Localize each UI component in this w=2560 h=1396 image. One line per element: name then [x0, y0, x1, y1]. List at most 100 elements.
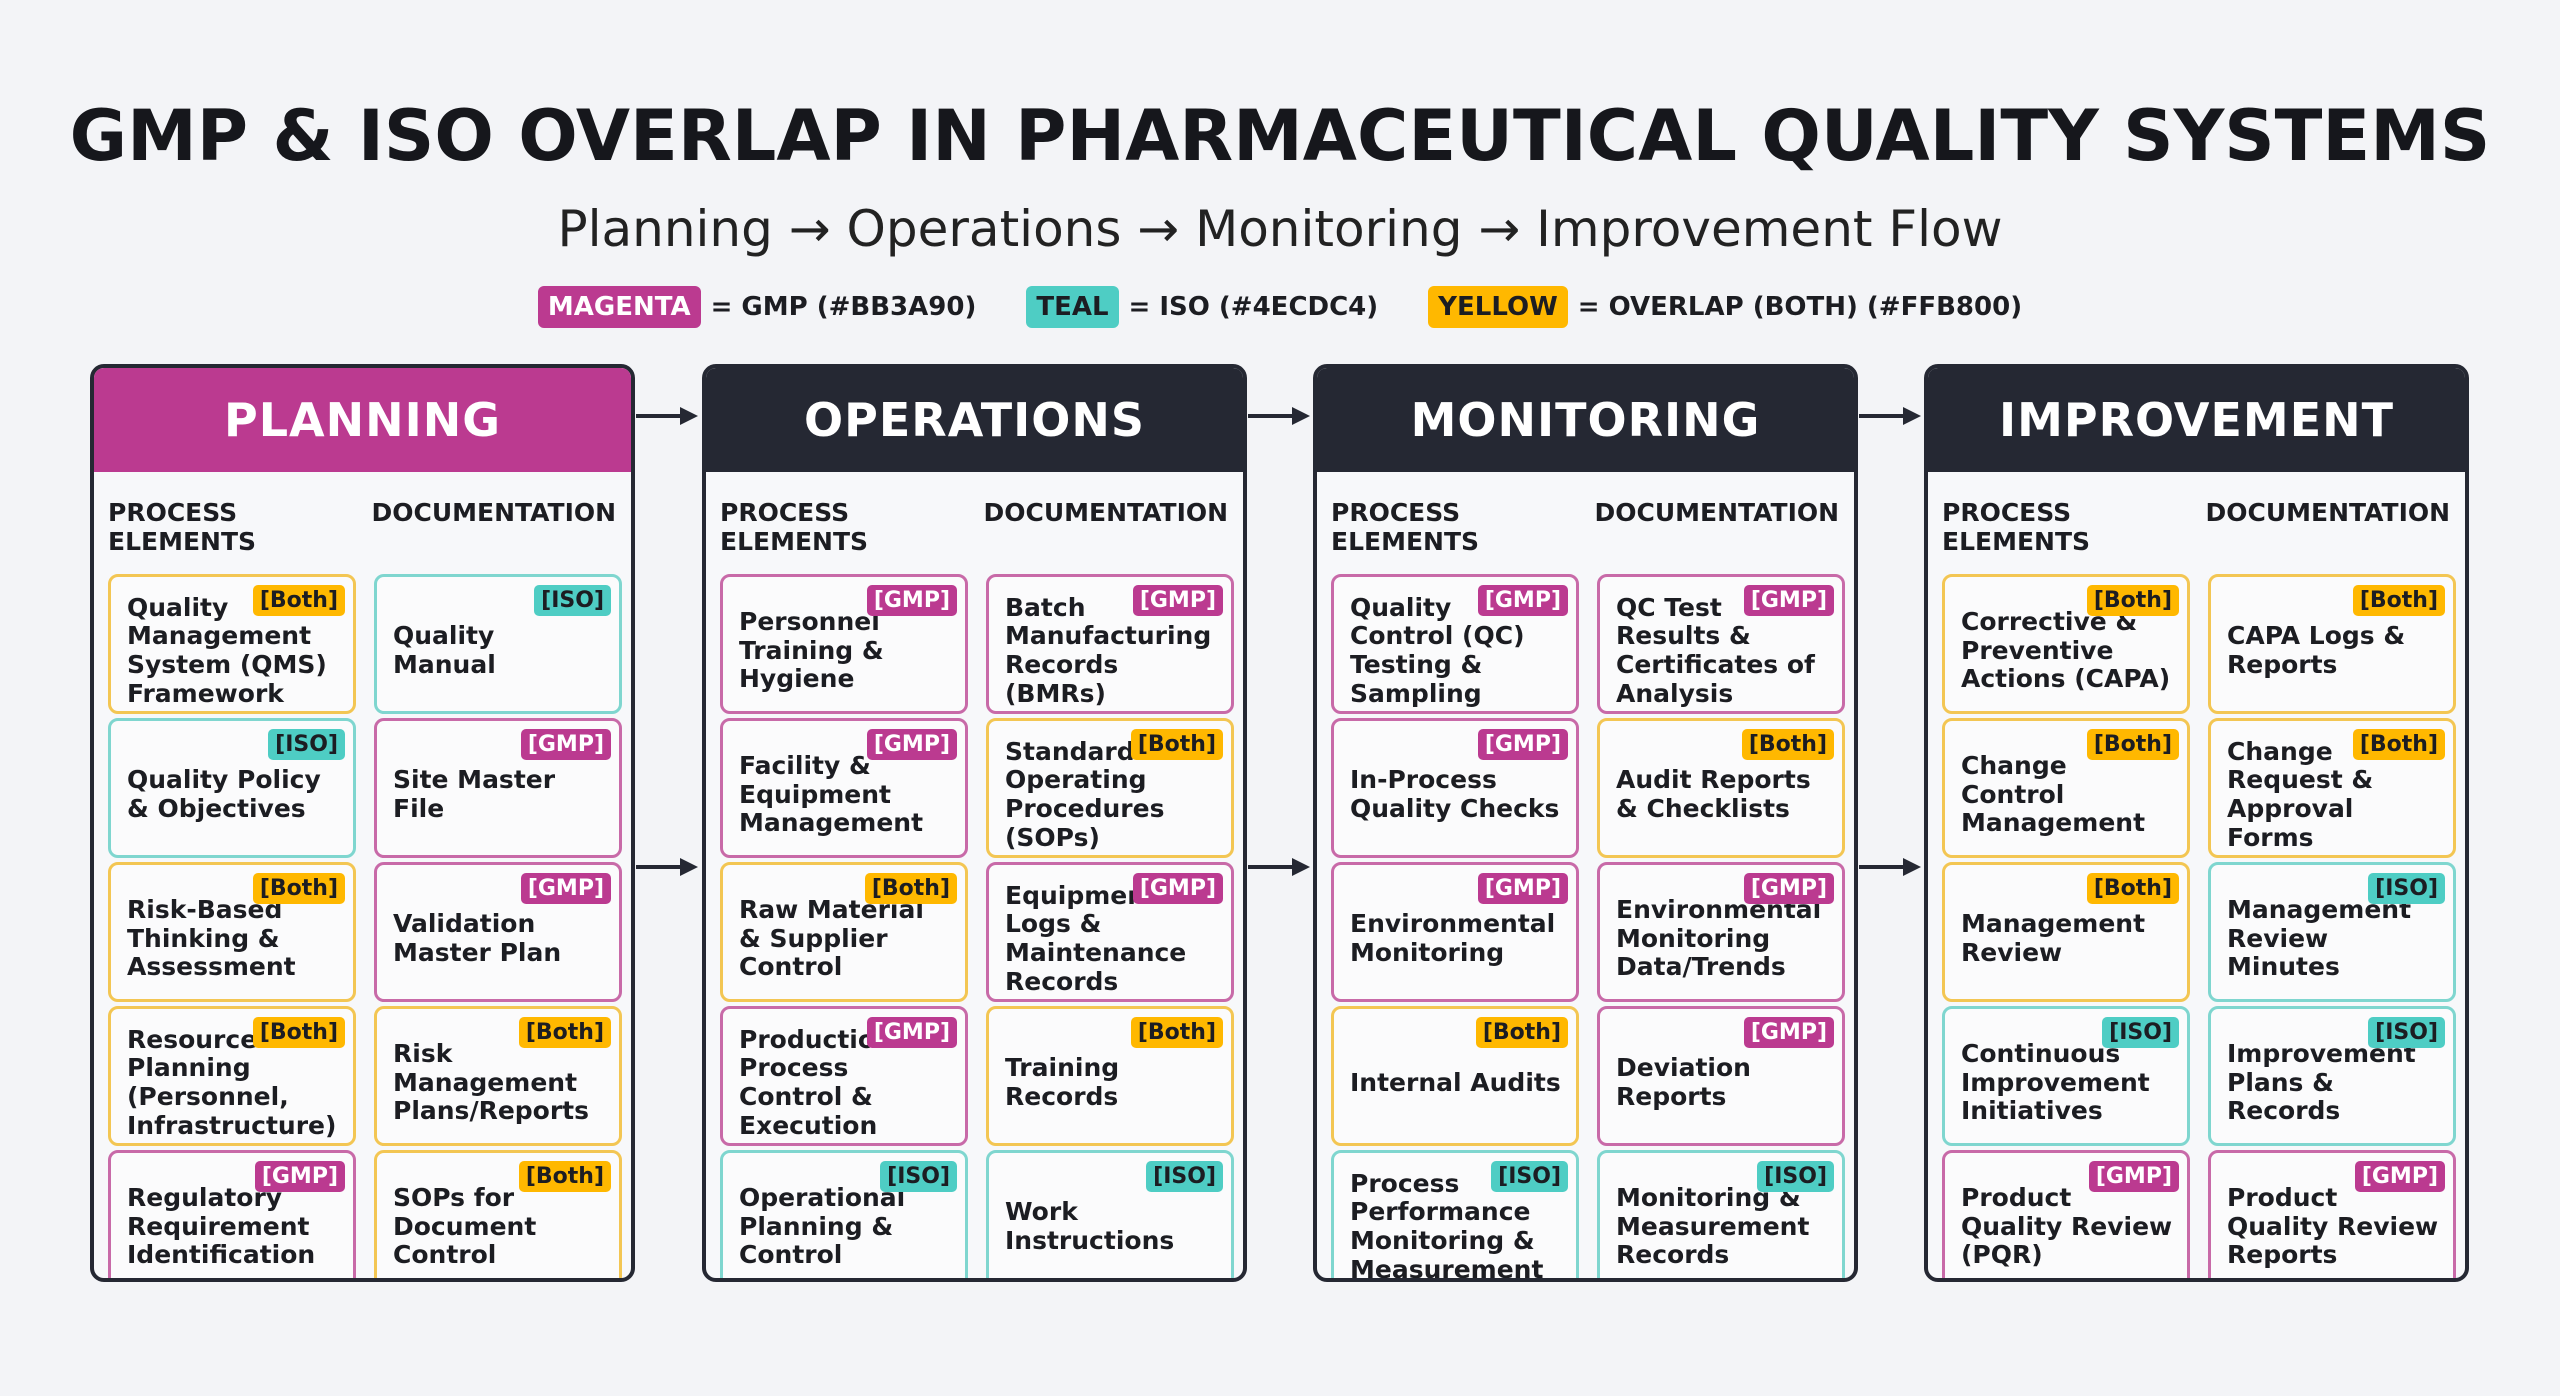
documentation-card: CAPA Logs & Reports [Both] — [2208, 574, 2456, 714]
panel-header: OPERATIONS — [706, 368, 1243, 472]
card-text: Change Request & Approval Forms — [2227, 736, 2374, 852]
process-element-card: Management Review [Both] — [1942, 862, 2190, 1002]
tag-both-badge: [Both] — [2352, 585, 2445, 617]
flow-arrow-icon — [1248, 407, 1310, 425]
card-text: Risk-Based Thinking & Assessment — [127, 894, 296, 982]
documentation-header: DOCUMENTATION — [2205, 498, 2451, 527]
card-text: Environmental Monitoring — [1350, 909, 1556, 967]
tag-both-badge: [Both] — [864, 873, 957, 905]
tag-both-badge: [Both] — [1741, 729, 1834, 761]
card-text: Process Performance Monitoring & Measure… — [1350, 1168, 1544, 1282]
column-headers: PROCESS ELEMENTS DOCUMENTATION — [1928, 498, 2465, 556]
process-element-card: Production Process Control & Execution [G… — [720, 1006, 968, 1146]
card-text: Personnel Training & Hygiene — [739, 606, 884, 694]
card-text: Management Review Minutes — [2227, 894, 2412, 982]
process-element-card: In-Process Quality Checks [GMP] — [1331, 718, 1579, 858]
documentation-card: Monitoring & Measurement Records [ISO] — [1597, 1150, 1845, 1278]
tag-iso-badge: [ISO] — [1757, 1161, 1834, 1193]
legend-label: = GMP (#BB3A90) — [710, 292, 977, 322]
panel-header: PLANNING — [94, 368, 631, 472]
tag-both-badge: [Both] — [2086, 873, 2179, 905]
documentation-card: Management Review Minutes [ISO] — [2208, 862, 2456, 1002]
tag-gmp-badge: [GMP] — [1743, 1017, 1834, 1049]
card-text: SOPs for Document Control — [393, 1182, 537, 1270]
card-text: Batch Manufacturing Records (BMRs) — [1005, 592, 1212, 708]
column-headers: PROCESS ELEMENTS DOCUMENTATION — [1317, 498, 1854, 556]
panel-operations: OPERATIONS PROCESS ELEMENTS DOCUMENTATION P… — [702, 364, 1247, 1282]
documentation-card: Environmental Monitoring Data/Trends [GMP… — [1597, 862, 1845, 1002]
tag-gmp-badge: [GMP] — [2088, 1161, 2179, 1193]
tag-gmp-badge: [GMP] — [866, 1017, 957, 1049]
card-text: Management Review — [1961, 909, 2146, 967]
process-element-card: Quality Management System (QMS) Framewor… — [108, 574, 356, 714]
documentation-card: Equipment Logs & Maintenance Records [GMP… — [986, 862, 1234, 1002]
process-element-card: Internal Audits [Both] — [1331, 1006, 1579, 1146]
documentation-card: Deviation Reports [GMP] — [1597, 1006, 1845, 1146]
process-elements-header: PROCESS ELEMENTS — [720, 498, 869, 556]
card-text: Quality Policy & Objectives — [127, 765, 321, 823]
process-element-card: Risk-Based Thinking & Assessment [Both] — [108, 862, 356, 1002]
tag-gmp-badge: [GMP] — [1743, 585, 1834, 617]
card-text: Environmental Monitoring Data/Trends — [1616, 894, 1822, 982]
tag-gmp-badge: [GMP] — [520, 729, 611, 761]
card-text: Quality Management System (QMS) Framewor… — [127, 592, 327, 708]
process-element-card: Quality Policy & Objectives [ISO] — [108, 718, 356, 858]
tag-iso-badge: [ISO] — [2368, 1017, 2445, 1049]
tag-both-badge: [Both] — [1130, 1017, 1223, 1049]
documentation-card: Validation Master Plan [GMP] — [374, 862, 622, 1002]
card-text: Equipment Logs & Maintenance Records — [1005, 880, 1187, 996]
tag-both-badge: [Both] — [518, 1017, 611, 1049]
card-text: Corrective & Preventive Actions (CAPA) — [1961, 606, 2171, 694]
tag-gmp-badge: [GMP] — [1132, 585, 1223, 617]
process-element-card: Resource Planning (Personnel, Infrastruc… — [108, 1006, 356, 1146]
legend-item-both: YELLOW = OVERLAP (BOTH) (#FFB800) — [1428, 286, 2022, 328]
card-grid: Personnel Training & Hygiene [GMP] Batch M… — [706, 574, 1243, 1278]
tag-both-badge: [Both] — [518, 1161, 611, 1193]
card-text: Production Process Control & Execution — [739, 1024, 893, 1140]
card-text: Quality Manual — [393, 621, 496, 679]
tag-iso-badge: [ISO] — [1491, 1161, 1568, 1193]
card-grid: Corrective & Preventive Actions (CAPA) [B… — [1928, 574, 2465, 1278]
legend-label: = ISO (#4ECDC4) — [1128, 292, 1379, 322]
card-text: CAPA Logs & Reports — [2227, 621, 2406, 679]
process-element-card: Product Quality Review (PQR) [GMP] — [1942, 1150, 2190, 1278]
documentation-card: Site Master File [GMP] — [374, 718, 622, 858]
panel-monitoring: MONITORING PROCESS ELEMENTS DOCUMENTATION Q… — [1313, 364, 1858, 1282]
tag-gmp-badge: [GMP] — [254, 1161, 345, 1193]
documentation-card: Standard Operating Procedures (SOPs) [Bot… — [986, 718, 1234, 858]
card-text: Product Quality Review (PQR) — [1961, 1182, 2173, 1270]
column-headers: PROCESS ELEMENTS DOCUMENTATION — [94, 498, 631, 556]
panel-header: IMPROVEMENT — [1928, 368, 2465, 472]
tag-gmp-badge: [GMP] — [2354, 1161, 2445, 1193]
process-elements-header: PROCESS ELEMENTS — [1942, 498, 2091, 556]
card-text: Deviation Reports — [1616, 1053, 1751, 1111]
process-element-card: Regulatory Requirement Identification [GM… — [108, 1150, 356, 1278]
documentation-card: Risk Management Plans/Reports [Both] — [374, 1006, 622, 1146]
legend-swatch: YELLOW — [1428, 286, 1568, 328]
legend-label: = OVERLAP (BOTH) (#FFB800) — [1577, 292, 2023, 322]
card-text: Resource Planning (Personnel, Infrastruc… — [127, 1024, 337, 1140]
documentation-card: Change Request & Approval Forms [Both] — [2208, 718, 2456, 858]
legend-swatch: TEAL — [1026, 286, 1119, 328]
card-text: Quality Control (QC) Testing & Sampling — [1350, 592, 1525, 708]
card-text: In-Process Quality Checks — [1350, 765, 1560, 823]
card-text: Audit Reports & Checklists — [1616, 765, 1811, 823]
card-text: Operational Planning & Control — [739, 1182, 906, 1270]
documentation-card: Batch Manufacturing Records (BMRs) [GMP] — [986, 574, 1234, 714]
panel-planning: PLANNING PROCESS ELEMENTS DOCUMENTATION Qua… — [90, 364, 635, 1282]
process-element-card: Quality Control (QC) Testing & Sampling[… — [1331, 574, 1579, 714]
documentation-header: DOCUMENTATION — [983, 498, 1229, 527]
legend: MAGENTA = GMP (#BB3A90) TEAL = ISO (#4ECDC4… — [0, 286, 2560, 328]
documentation-card: Work Instructions [ISO] — [986, 1150, 1234, 1278]
flow-arrow-icon — [636, 858, 698, 876]
process-element-card: Corrective & Preventive Actions (CAPA) [B… — [1942, 574, 2190, 714]
tag-both-badge: [Both] — [252, 1017, 345, 1049]
card-text: Improvement Plans & Records — [2227, 1038, 2416, 1126]
process-element-card: Facility & Equipment Management [GMP] — [720, 718, 968, 858]
panel-improvement: IMPROVEMENT PROCESS ELEMENTS DOCUMENTATION… — [1924, 364, 2469, 1282]
documentation-card: Product Quality Review Reports [GMP] — [2208, 1150, 2456, 1278]
tag-gmp-badge: [GMP] — [1477, 873, 1568, 905]
tag-gmp-badge: [GMP] — [520, 873, 611, 905]
documentation-card: QC Test Results & Certificates of Analys… — [1597, 574, 1845, 714]
process-element-card: Process Performance Monitoring & Measure… — [1331, 1150, 1579, 1282]
